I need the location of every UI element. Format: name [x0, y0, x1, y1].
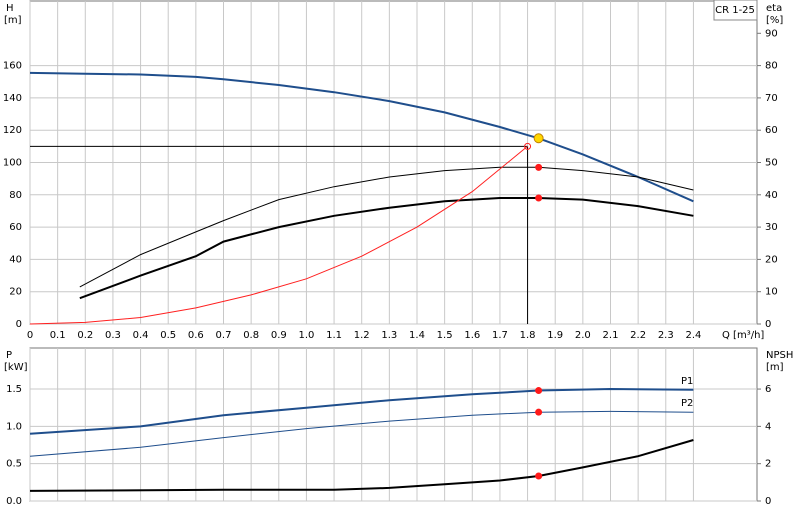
y-tick-label: 1.5: [6, 384, 22, 395]
y-axis-unit: [m]: [4, 15, 22, 26]
y-axis-label: H: [6, 3, 14, 14]
y2-tick-label: 2: [765, 459, 771, 470]
x-tick-label: 1.2: [354, 330, 370, 341]
marker: [533, 133, 544, 144]
x-tick-label: 1.0: [298, 330, 314, 341]
x-tick-label: 2.3: [658, 330, 674, 341]
duty-reference-point: [524, 142, 532, 150]
x-tick-label: 1.6: [464, 330, 480, 341]
y2-tick-label: 40: [765, 190, 778, 201]
x-tick-label: 1.7: [492, 330, 508, 341]
curve-label: P1: [681, 376, 693, 387]
x-tick-label: 1.3: [381, 330, 397, 341]
y2-tick-label: 6: [765, 384, 771, 395]
y2-tick-label: 4: [765, 421, 771, 432]
marker: [535, 194, 543, 202]
x-tick-label: 0.6: [188, 330, 204, 341]
y2-tick-label: 70: [765, 93, 778, 104]
x-tick-label: 0.5: [160, 330, 176, 341]
curve-label: P2: [681, 398, 693, 409]
y2-tick-label: 30: [765, 222, 778, 233]
curve: [79, 197, 694, 300]
marker: [535, 472, 543, 480]
x-tick-label: 1.5: [437, 330, 453, 341]
y-tick-label: 120: [3, 125, 22, 136]
curve: [29, 439, 694, 492]
x-tick-label: 0.1: [50, 330, 66, 341]
x-tick-label: 0: [27, 330, 33, 341]
y2-tick-label: 0: [765, 319, 771, 330]
x-tick-label: 1.9: [547, 330, 563, 341]
x-tick-label: 1.8: [520, 330, 536, 341]
curve: [79, 166, 694, 288]
y-tick-label: 1.0: [6, 421, 22, 432]
y2-axis-unit: [%]: [766, 15, 783, 26]
x-tick-label: 0.4: [133, 330, 149, 341]
curve: [29, 71, 694, 203]
y2-tick-label: 90: [765, 28, 778, 39]
x-tick-label: 1.4: [409, 330, 425, 341]
y-axis-unit: [kW]: [4, 362, 28, 373]
x-tick-label: 2.0: [575, 330, 591, 341]
y-tick-label: 160: [3, 61, 22, 72]
marker: [535, 387, 543, 395]
x-tick-label: 0.7: [216, 330, 232, 341]
plot-area: [29, 347, 758, 502]
y2-tick-label: 10: [765, 287, 778, 298]
curve: [29, 410, 694, 457]
y-tick-label: 60: [9, 222, 22, 233]
y2-tick-label: 50: [765, 158, 778, 169]
curve: [29, 145, 528, 325]
x-tick-label: 2.2: [630, 330, 646, 341]
x-tick-label: 0.9: [271, 330, 287, 341]
x-tick-label: 0.2: [77, 330, 93, 341]
marker: [535, 163, 543, 171]
y-axis-label: P: [6, 350, 12, 361]
y2-tick-label: 60: [765, 125, 778, 136]
x-axis-label: Q [m³/h]: [722, 330, 764, 341]
curve: [29, 387, 694, 435]
y-tick-label: 0.0: [6, 496, 22, 507]
x-tick-label: 2.1: [603, 330, 619, 341]
y-tick-label: 20: [9, 287, 22, 298]
y2-tick-label: 0: [765, 496, 771, 507]
marker: [535, 408, 543, 416]
model-box: [713, 0, 758, 21]
x-tick-label: 2.4: [685, 330, 701, 341]
y-tick-label: 0.5: [6, 459, 22, 470]
y-tick-label: 80: [9, 190, 22, 201]
y2-tick-label: 80: [765, 61, 778, 72]
model-label: CR 1-25: [715, 5, 755, 16]
y2-axis-unit: [m]: [766, 362, 784, 373]
y2-axis-label: eta: [766, 3, 782, 14]
x-tick-label: 0.8: [243, 330, 259, 341]
y-tick-label: 0: [16, 319, 22, 330]
x-tick-label: 0.3: [105, 330, 121, 341]
x-tick-label: 1.1: [326, 330, 342, 341]
y-tick-label: 100: [3, 158, 22, 169]
y2-tick-label: 20: [765, 254, 778, 265]
y-tick-label: 40: [9, 254, 22, 265]
y-tick-label: 140: [3, 93, 22, 104]
y2-axis-label: NPSH: [766, 350, 793, 361]
